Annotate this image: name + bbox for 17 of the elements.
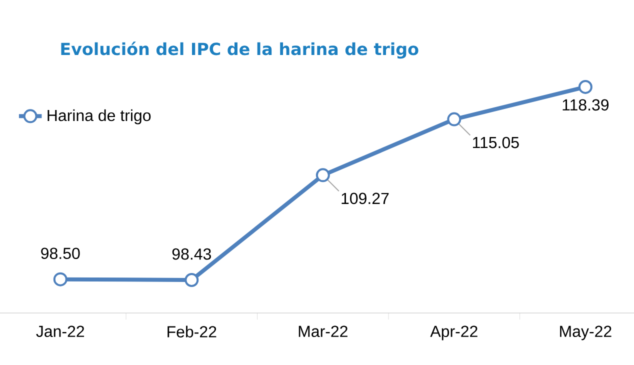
x-tick-label: May-22 <box>560 326 612 340</box>
x-tick-label: Mar-22 <box>298 326 348 338</box>
legend-label: Harina de trigo <box>48 109 151 124</box>
data-label: 115.05 <box>472 136 519 148</box>
point <box>316 168 330 182</box>
x-tick-label: Jan-22 <box>36 326 84 338</box>
x-tick-label: Feb-22 <box>168 326 216 338</box>
point <box>53 272 68 286</box>
point <box>578 80 592 94</box>
point <box>447 112 462 126</box>
data-label: 98.43 <box>172 248 211 260</box>
point <box>184 272 199 287</box>
data-label: 118.39 <box>562 99 609 111</box>
data-label: 98.50 <box>41 248 80 260</box>
data-label: 109.27 <box>342 192 389 204</box>
x-tick-label: Apr-22 <box>430 326 478 340</box>
chart-title: Evolución del IPC de la harina de trigo <box>61 42 418 59</box>
